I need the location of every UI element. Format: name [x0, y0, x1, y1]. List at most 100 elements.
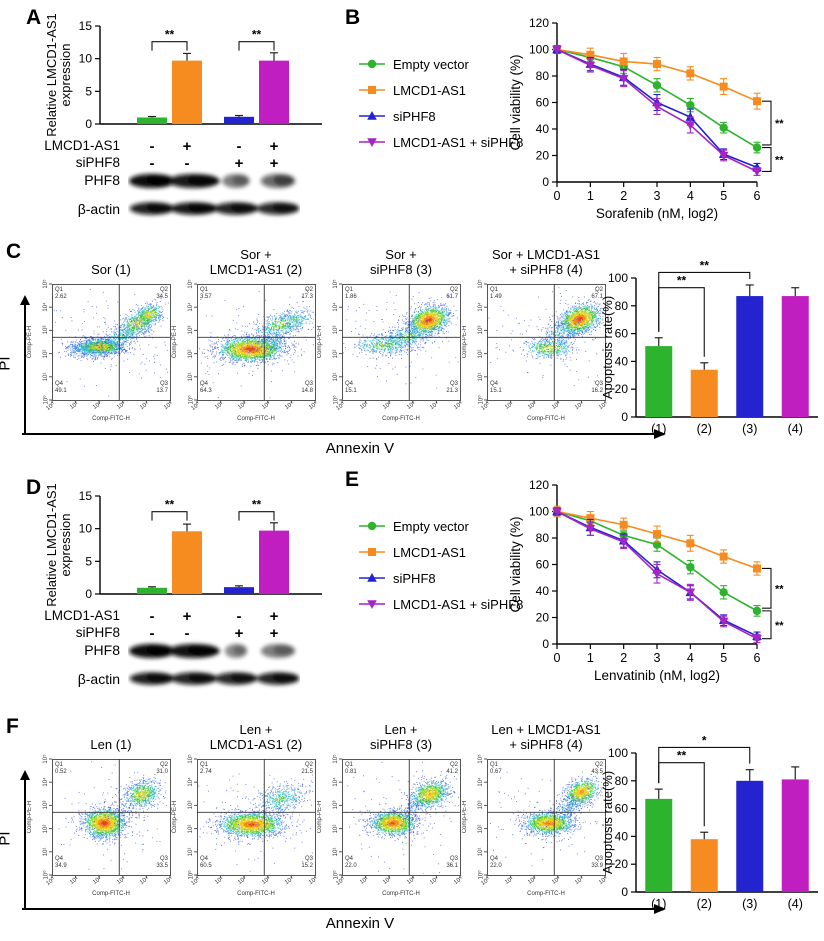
panel-E: E Empty vector LMCD1-AS1 siPHF8 LMCD1-AS1 + …: [335, 462, 824, 702]
legend-label: LMCD1-AS1: [393, 544, 466, 560]
data-point-marker: [618, 538, 629, 547]
panel-label: D: [26, 476, 42, 499]
blot-label: β-actin: [77, 201, 120, 217]
flow-quadrant-label: Q1: [490, 762, 499, 768]
significance-label: **: [165, 28, 175, 42]
x-tick-label: (1): [651, 897, 666, 911]
significance-label: **: [775, 583, 784, 595]
condition-value: -: [184, 155, 190, 172]
flow-title-line: Sor (1): [91, 262, 131, 277]
data-point-marker: [719, 588, 728, 597]
flow-y-tick-label: 10²: [43, 349, 49, 358]
data-point-marker: [368, 86, 376, 94]
flow-y-tick-label: 10⁰: [333, 395, 340, 405]
condition-value: -: [184, 625, 190, 642]
flow-quadrant-value: 22.0: [345, 863, 357, 869]
x-tick-label: 0: [554, 189, 561, 203]
flow-quadrant-label: Q4: [490, 381, 499, 387]
x-tick-label: 3: [654, 189, 661, 203]
data-point-marker: [619, 520, 628, 529]
y-tick-label: 20: [536, 611, 550, 625]
y-tick-label: 20: [536, 149, 550, 163]
significance-label: **: [677, 749, 687, 763]
flow-title: Len + LMCD1-AS1 (2): [171, 720, 341, 752]
flow-y-axis-label: Comp-PE-H: [317, 325, 323, 359]
flow-quadrant-value: 17.3: [283, 294, 313, 301]
flow-quadrant-value: 16.2: [591, 388, 603, 394]
condition-row: LMCD1-AS1 - + - +: [0, 138, 330, 155]
y-tick-label: 15: [79, 489, 93, 503]
x-tick-label: 6: [754, 189, 761, 203]
condition-value: -: [149, 625, 155, 642]
flow-y-tick-label: 10³: [478, 801, 484, 810]
legend-marker-triangle-up-icon: [359, 573, 385, 582]
flow-y-tick-label: 10⁵: [333, 754, 339, 764]
flow-y-tick-label: 10³: [43, 801, 49, 810]
flow-plot: Q1 1.49 Q2 67.1 Q4 15.1 Q3 16.2 Comp-PE-H Comp-FI…: [453, 279, 615, 430]
flow-title-line: Len + LMCD1-AS1: [491, 722, 601, 737]
y-tick-label: 100: [529, 505, 549, 519]
flow-y-tick-label: 10⁴: [43, 302, 49, 312]
condition-name: LMCD1-AS1: [44, 608, 120, 623]
flow-quadrant-value: 15.1: [490, 388, 502, 394]
flow-y-tick-label: 10⁵: [43, 754, 49, 764]
y-axis-label: expression: [58, 514, 73, 577]
bar: [645, 798, 673, 892]
flow-plot: Q10.52Q231.0Q434.9Q333.5Comp-PE-HComp-FI…: [18, 754, 180, 905]
flow-x-axis-label: Comp-FITC-H: [237, 891, 275, 897]
annexin-axis-arrow: [22, 904, 666, 914]
y-axis-label: Apoptosis rate(%): [600, 771, 615, 874]
legend-label: LMCD1-AS1 + siPHF8: [393, 134, 524, 150]
data-point-marker: [367, 573, 377, 582]
y-tick-label: 40: [615, 829, 629, 843]
x-tick-label: (2): [697, 422, 712, 436]
flow-quadrant-value: 15.1: [345, 388, 357, 394]
flow-y-tick-label: 10⁰: [188, 395, 195, 405]
y-tick-label: 40: [536, 122, 550, 136]
flow-y-tick-label: 10¹: [333, 372, 339, 382]
flow-plot: Q1 0.67 Q2 43.5 Q4 22.0 Q3 33.9 Comp-PE-H Comp-FI…: [453, 754, 615, 905]
flow-scatter-canvas: [18, 280, 180, 430]
y-tick-label: 60: [615, 327, 629, 341]
data-point-marker: [586, 50, 595, 59]
condition-value: -: [149, 608, 155, 625]
y-tick-label: 100: [608, 271, 628, 285]
flow-plot: Q10.81Q241.2Q422.0Q336.1Comp-PE-HComp-FI…: [308, 754, 470, 905]
legend: Empty vector LMCD1-AS1 siPHF8 LMCD1-AS1 + s…: [357, 462, 547, 632]
significance-label: **: [165, 498, 175, 512]
data-point-marker: [586, 514, 595, 523]
condition-value: +: [182, 608, 192, 625]
significance-bracket: [238, 511, 275, 521]
pi-axis-label: PI: [0, 831, 14, 846]
flow-title-line: LMCD1-AS1 (2): [209, 737, 303, 752]
x-axis-label: Sorafenib (nM, log2): [596, 206, 718, 221]
flow-quadrant-label: Q1: [55, 287, 64, 293]
y-axis-label: Relative LMCD1-AS1: [44, 14, 59, 137]
flow-y-tick-label: 10⁴: [333, 302, 339, 312]
flow-y-tick-label: 10³: [478, 326, 484, 335]
y-tick-label: 0: [85, 117, 92, 131]
flow-quadrant-label: Q1: [345, 287, 354, 293]
flow-y-tick-label: 10⁴: [43, 777, 49, 787]
flow-title-line: Len (1): [90, 737, 132, 752]
flow-quadrant-value: 34.5: [138, 294, 168, 301]
data-point-marker: [367, 521, 377, 531]
condition-row: siPHF8 - - + +: [0, 625, 330, 642]
condition-value: +: [182, 138, 192, 155]
flow-title: Len + LMCD1-AS1 + siPHF8 (4): [461, 720, 631, 752]
significance-bracket: [762, 147, 772, 172]
flow-quadrant-value: 2.74: [200, 769, 212, 775]
condition-name: siPHF8: [75, 625, 120, 640]
y-tick-label: 80: [536, 69, 550, 83]
flow-quadrant-value: 49.1: [55, 388, 67, 394]
significance-label: **: [775, 154, 784, 166]
flow-quadrant-label: Q1: [345, 762, 354, 768]
significance-bracket: [762, 567, 772, 609]
x-tick-label: 4: [687, 189, 694, 203]
bar-chart-svg: 0 5 10 15 Relative LMCD1-AS1 expression ** **: [44, 484, 322, 607]
x-tick-label: (4): [788, 897, 803, 911]
flow-title-line: Sor +: [240, 247, 272, 262]
flow-plot: Q12.74Q221.5Q460.5Q315.2Comp-PE-HComp-FI…: [163, 754, 325, 905]
flow-y-tick-label: 10²: [333, 349, 339, 358]
condition-name: LMCD1-AS1: [44, 138, 120, 153]
